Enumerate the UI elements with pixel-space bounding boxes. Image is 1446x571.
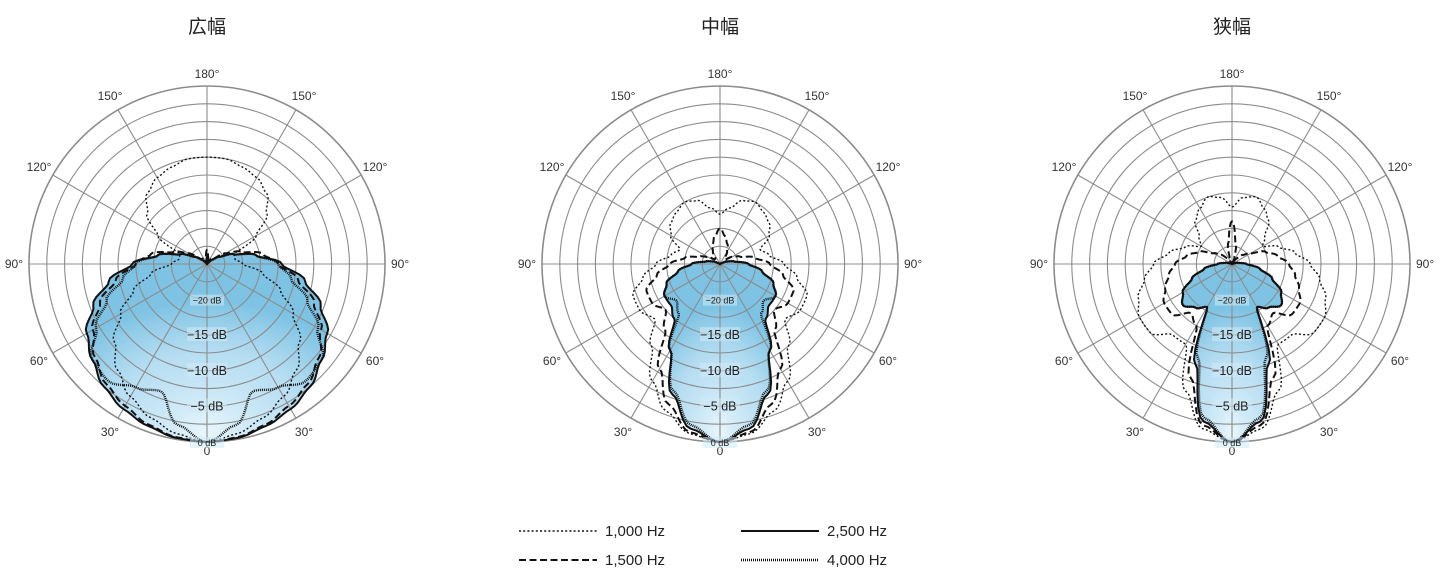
angle-label-180: 180° (195, 67, 220, 81)
angle-label-120: 120° (540, 160, 565, 174)
grid-spoke (1077, 263, 1233, 354)
polar-plot-3: 狭幅 180° 0 90° 90° 150° 150° 120° 120° 60° 60° 30° 30… (1030, 16, 1435, 458)
legend-label: 1,500 Hz (605, 552, 665, 569)
legend-label: 1,000 Hz (605, 523, 665, 540)
grid-spoke (565, 174, 721, 265)
grid-spoke (630, 263, 721, 419)
series-dotted (112, 156, 302, 443)
series-dashed (1162, 220, 1302, 443)
angle-label-150: 150° (1317, 89, 1342, 103)
angle-label-90: 90° (518, 257, 536, 271)
db-label: 0 dB (198, 438, 217, 448)
series-solid (84, 252, 330, 443)
db-label: 0 dB (711, 438, 730, 448)
angle-label-60: 60° (1055, 354, 1073, 368)
grid-spoke (206, 109, 297, 265)
db-label: −5 dB (190, 399, 223, 413)
angle-label-120: 120° (27, 160, 52, 174)
grid-spoke (1231, 263, 1322, 419)
grid-spoke (1142, 263, 1233, 419)
grid-spoke (719, 263, 810, 419)
db-label: −10 dB (187, 364, 227, 378)
angle-label-120: 120° (1052, 160, 1077, 174)
series-fine-dotted (662, 259, 778, 444)
angle-label-30: 30° (1126, 425, 1144, 439)
angle-label-0: 0 (1229, 444, 1236, 458)
grid-spoke (719, 263, 875, 354)
grid-spoke (1077, 174, 1233, 265)
grid-spoke (52, 174, 208, 265)
plot-title: 中幅 (701, 16, 739, 38)
series-fine-dotted (89, 252, 325, 444)
angle-label-150: 150° (98, 89, 123, 103)
angle-label-120: 120° (363, 160, 388, 174)
grid-spoke (719, 109, 810, 265)
angle-label-150: 150° (805, 89, 830, 103)
grid-spoke (1142, 109, 1233, 265)
angle-label-90: 90° (1416, 257, 1434, 271)
angle-label-60: 60° (879, 354, 897, 368)
angle-label-90: 90° (5, 257, 23, 271)
plot-title: 広幅 (188, 16, 226, 38)
db-label: −20 dB (1218, 296, 1247, 306)
angle-label-120: 120° (876, 160, 901, 174)
angle-label-150: 150° (1123, 89, 1148, 103)
angle-label-30: 30° (101, 425, 119, 439)
db-label: −15 dB (1212, 328, 1252, 342)
db-label: −20 dB (706, 296, 735, 306)
series-dotted (632, 199, 808, 443)
series-dashed (645, 227, 795, 443)
angle-label-150: 150° (292, 89, 317, 103)
angle-label-0: 0 (717, 444, 724, 458)
angle-label-30: 30° (1320, 425, 1338, 439)
db-label: −20 dB (193, 296, 222, 306)
legend-label: 2,500 Hz (827, 523, 887, 540)
db-label: −10 dB (700, 364, 740, 378)
db-label: −5 dB (703, 399, 736, 413)
angle-label-0: 0 (204, 444, 211, 458)
db-label: −15 dB (187, 328, 227, 342)
angle-label-60: 60° (543, 354, 561, 368)
grid-spoke (630, 109, 721, 265)
angle-label-120: 120° (1388, 160, 1413, 174)
angle-label-30: 30° (614, 425, 632, 439)
angle-label-90: 90° (1030, 257, 1048, 271)
db-label: −10 dB (1212, 364, 1252, 378)
series-dotted (1137, 195, 1327, 443)
db-label: −15 dB (700, 328, 740, 342)
angle-label-30: 30° (295, 425, 313, 439)
grid-spoke (719, 174, 875, 265)
angle-label-60: 60° (30, 354, 48, 368)
grid-spoke (1231, 263, 1387, 354)
polar-plot-2: 中幅 180° 0 90° 90° 150° 150° 120° 120° 60° 60° 30° 30… (518, 16, 923, 458)
angle-label-30: 30° (808, 425, 826, 439)
angle-label-90: 90° (904, 257, 922, 271)
angle-label-60: 60° (1391, 354, 1409, 368)
grid-spoke (117, 263, 208, 419)
grid-spoke (206, 263, 297, 419)
polar-plot-1: 広幅 180° 0 90° 90° 150° 150° 120° 120° 60° 60° 30° 30… (5, 16, 410, 458)
legend: 1,000 Hz 1,500 Hz 2,500 Hz 4,000 Hz (519, 523, 887, 569)
angle-label-60: 60° (366, 354, 384, 368)
angle-label-90: 90° (391, 257, 409, 271)
plot-title: 狭幅 (1213, 16, 1251, 38)
grid-spoke (117, 109, 208, 265)
angle-label-150: 150° (611, 89, 636, 103)
grid-spoke (52, 263, 208, 354)
grid-spoke (1231, 174, 1387, 265)
series-fine-dotted (1180, 261, 1284, 444)
grid-spoke (565, 263, 721, 354)
grid-spoke (206, 263, 362, 354)
angle-label-180: 180° (708, 67, 733, 81)
db-label: 0 dB (1223, 438, 1242, 448)
angle-label-180: 180° (1220, 67, 1245, 81)
db-label: −5 dB (1215, 399, 1248, 413)
legend-label: 4,000 Hz (827, 552, 887, 569)
grid-spoke (1231, 109, 1322, 265)
grid-spoke (206, 174, 362, 265)
